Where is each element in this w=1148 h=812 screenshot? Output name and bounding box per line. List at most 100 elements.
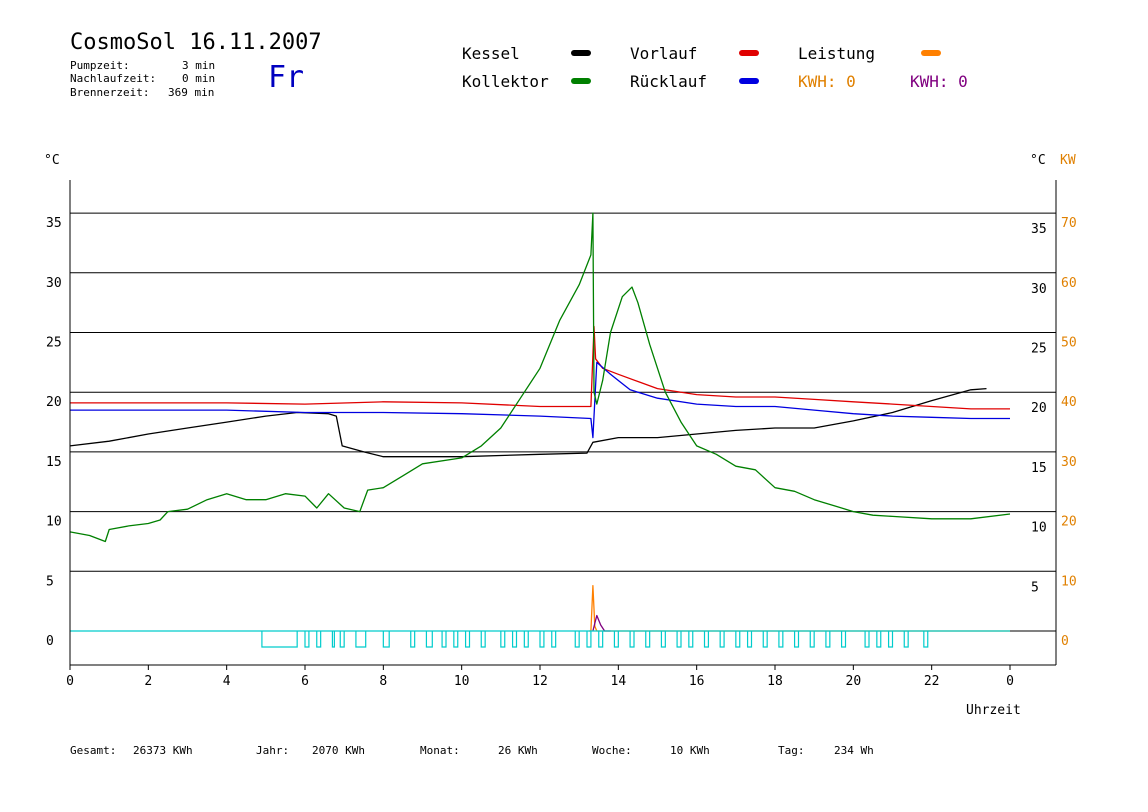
- legend-ruecklauf-swatch: [739, 78, 759, 84]
- x-tick-label-0: 0: [66, 674, 74, 689]
- y-right-kw-tick-label-1: 10: [1061, 574, 1077, 589]
- pump-pulse-0: [261, 631, 298, 648]
- y-left-tick-label-7: 35: [46, 216, 62, 231]
- y-right-kw-tick-label-0: 0: [1061, 634, 1069, 649]
- series-kessel: [69, 387, 987, 458]
- y-right-kw-tick-label-7: 70: [1061, 216, 1077, 231]
- nachlaufzeit-value: 0 min: [182, 72, 216, 85]
- x-tick-label-12: 0: [1006, 674, 1014, 689]
- y-right-c-tick-label-6: 35: [1031, 222, 1047, 237]
- y-right-kw-tick-label-3: 30: [1061, 455, 1077, 470]
- y-left-tick-label-5: 25: [46, 336, 62, 351]
- footer-jahr-label: Jahr:: [256, 744, 290, 757]
- pump-pulse-8: [425, 631, 433, 648]
- pump-pulse-12: [480, 631, 486, 648]
- pump-pulse-24: [660, 631, 666, 648]
- series-vorlauf: [70, 325, 1010, 410]
- y-right-kw-tick-label-6: 60: [1061, 276, 1077, 291]
- y-left-unit-label: °C: [44, 153, 60, 168]
- pump-pulse-36: [840, 631, 847, 648]
- x-tick-label-9: 18: [767, 674, 783, 689]
- x-tick-label-6: 12: [532, 674, 548, 689]
- x-tick-label-7: 14: [611, 674, 627, 689]
- chart-title: CosmoSol 16.11.2007: [70, 30, 322, 55]
- brennerzeit-label: Brennerzeit:: [70, 86, 150, 99]
- footer-gesamt-label: Gesamt:: [70, 744, 117, 757]
- footer-woche-value: 10 KWh: [670, 744, 710, 757]
- pump-pulse-39: [887, 631, 894, 648]
- footer-tag-label: Tag:: [778, 744, 805, 757]
- legend-leistung-label: Leistung: [798, 44, 876, 63]
- y-right-c-tick-label-2: 15: [1031, 461, 1047, 476]
- legend-ruecklauf-label: Rücklauf: [630, 72, 708, 91]
- pump-pulse-13: [500, 631, 506, 648]
- y-left-tick-label-6: 30: [46, 276, 62, 291]
- legend-kwh1-label: KWH: 0: [798, 72, 856, 91]
- nachlaufzeit-label: Nachlaufzeit:: [70, 72, 157, 85]
- label-layer: 0 2 4 6 8 10 12 14 16 18 20 22 0 0 5 10 15 20 25 30 35 5 10 15 2…: [44, 153, 1077, 718]
- pump-pulse-15: [523, 631, 529, 648]
- pump-pulse-40: [903, 631, 909, 648]
- x-tick-label-10: 20: [846, 674, 862, 689]
- pump-pulse-28: [719, 631, 725, 648]
- pump-pulse-21: [613, 631, 619, 648]
- series-leistung: [589, 584, 1010, 632]
- pump-pulse-26: [688, 631, 694, 648]
- y-right-c-tick-label-3: 20: [1031, 401, 1047, 416]
- pump-pulse-18: [574, 631, 580, 648]
- pump-pulse-34: [809, 631, 815, 648]
- weekday-label: Fr: [268, 60, 305, 95]
- legend-kollektor-label: Kollektor: [462, 72, 549, 91]
- legend-leistung-swatch: [921, 50, 941, 56]
- pump-pulse-4: [339, 631, 345, 648]
- pump-pulse-10: [453, 631, 459, 648]
- y-right-kw-tick-label-4: 40: [1061, 395, 1077, 410]
- pump-pulse-30: [746, 631, 753, 648]
- y-right-c-tick-label-0: 5: [1031, 580, 1039, 595]
- y-right-c-tick-label-4: 25: [1031, 342, 1047, 357]
- pump-pulse-22: [629, 631, 635, 648]
- x-tick-label-2: 4: [223, 674, 231, 689]
- x-axis-label: Uhrzeit: [966, 703, 1021, 718]
- x-tick-label-3: 6: [301, 674, 309, 689]
- pump-pulse-33: [793, 631, 800, 648]
- pump-pulse-38: [876, 631, 882, 648]
- pump-pulse-11: [464, 631, 471, 648]
- legend-kessel-label: Kessel: [462, 44, 520, 63]
- pump-pulse-31: [762, 631, 768, 648]
- pump-pulse-5: [355, 631, 367, 648]
- legend-kollektor-swatch: [571, 78, 591, 84]
- footer-gesamt-value: 26373 KWh: [133, 744, 193, 757]
- footer-tag-value: 234 Wh: [834, 744, 874, 757]
- pump-pulse-7: [410, 631, 416, 648]
- series-layer: [69, 212, 1011, 632]
- pump-pulse-41: [923, 631, 929, 648]
- pumpzeit-label: Pumpzeit:: [70, 59, 130, 72]
- x-tick-label-5: 10: [454, 674, 470, 689]
- y-left-tick-label-1: 5: [46, 574, 54, 589]
- pump-layer: [70, 630, 1010, 648]
- footer-woche-label: Woche:: [592, 744, 632, 757]
- brennerzeit-value: 369 min: [168, 86, 215, 99]
- pump-pulse-27: [703, 631, 710, 648]
- pump-pulse-35: [825, 631, 831, 648]
- y-right-kw-unit-label: KW: [1060, 153, 1076, 168]
- pump-pulse-2: [316, 631, 322, 648]
- pump-pulse-14: [511, 631, 518, 648]
- y-right-c-tick-label-1: 10: [1031, 521, 1047, 536]
- x-tick-label-1: 2: [144, 674, 152, 689]
- legend-kessel-swatch: [571, 50, 591, 56]
- series-ruecklauf: [70, 361, 1010, 439]
- pump-pulse-23: [645, 631, 651, 648]
- y-left-tick-label-0: 0: [46, 634, 54, 649]
- axis-layer: [69, 180, 1057, 670]
- pump-pulse-1: [304, 631, 310, 648]
- x-tick-label-4: 8: [379, 674, 387, 689]
- x-tick-label-8: 16: [689, 674, 705, 689]
- pump-pulse-19: [586, 631, 592, 648]
- pump-pulse-17: [551, 631, 557, 648]
- x-tick-label-11: 22: [924, 674, 940, 689]
- pump-pulse-9: [441, 631, 447, 648]
- y-right-c-unit-label: °C: [1030, 153, 1046, 168]
- y-left-tick-label-2: 10: [46, 515, 62, 530]
